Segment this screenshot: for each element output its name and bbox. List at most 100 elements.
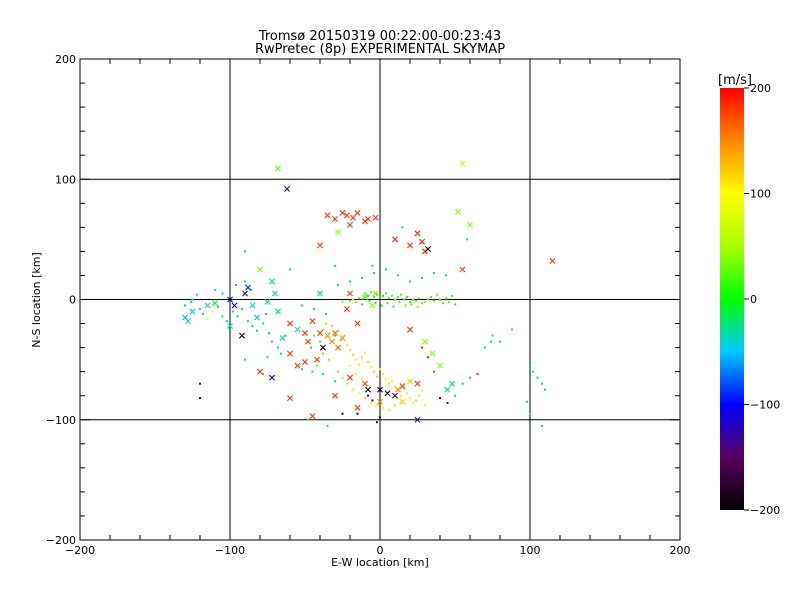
data-dot (244, 250, 246, 253)
data-dot (406, 392, 408, 395)
data-cross (239, 332, 245, 339)
data-cross (354, 209, 361, 216)
data-dot (433, 299, 435, 302)
colorbar-tick-label: 0 (750, 293, 757, 306)
data-cross (257, 266, 263, 273)
data-dot (376, 375, 378, 378)
data-dot (380, 304, 383, 307)
data-dot (361, 377, 363, 380)
data-cross (227, 296, 233, 303)
data-dot (280, 352, 282, 355)
data-dot (341, 300, 344, 303)
data-cross (287, 350, 293, 357)
data-dot (268, 332, 270, 335)
data-cross (320, 344, 326, 351)
data-cross (335, 344, 341, 351)
data-dot (388, 297, 390, 300)
data-cross (407, 378, 413, 385)
data-dot (373, 296, 375, 299)
axis-tick-labels: −200 −100 0 100 200 −200 −100 0 100 200 (46, 53, 691, 557)
data-cross (350, 214, 356, 221)
data-dot (349, 364, 351, 367)
data-dot (271, 340, 273, 343)
data-cross (392, 236, 398, 243)
data-dot (346, 344, 348, 347)
data-dot (341, 376, 344, 379)
data-dot (469, 376, 471, 379)
data-dot (311, 370, 314, 373)
data-dot (376, 421, 378, 424)
data-cross (324, 332, 331, 339)
data-cross (335, 229, 341, 236)
data-cross (347, 374, 353, 381)
data-dot (370, 401, 372, 404)
data-cross (317, 290, 323, 297)
data-dot (352, 353, 354, 356)
data-dot (358, 363, 360, 366)
data-dot (424, 300, 426, 303)
data-dot (400, 293, 402, 296)
data-cross (332, 330, 338, 337)
data-cross (419, 238, 425, 245)
data-dot (196, 293, 198, 296)
data-dot (313, 334, 315, 337)
data-dot (454, 303, 456, 306)
data-dot (436, 293, 438, 296)
data-cross (362, 294, 368, 301)
data-dot (284, 334, 287, 337)
data-dot (190, 300, 192, 303)
data-cross (347, 290, 353, 297)
data-dot (322, 352, 324, 355)
data-dot (355, 373, 357, 376)
data-cross (459, 160, 466, 167)
data-cross (362, 380, 368, 387)
data-dot (499, 340, 501, 343)
data-dot (250, 288, 252, 291)
data-dot (310, 346, 312, 349)
data-cross (414, 416, 421, 423)
data-dot (184, 304, 186, 307)
data-cross (354, 404, 361, 411)
data-dot (364, 292, 366, 295)
data-dot (334, 334, 336, 337)
colorbar-ticks: 200 100 0 −100 −200 (744, 82, 780, 517)
data-dot (385, 377, 387, 380)
data-cross (324, 212, 331, 219)
data-dot (214, 288, 216, 291)
data-cross (185, 318, 191, 325)
y-axis-label: N-S location [km] (30, 252, 43, 348)
data-dot (424, 404, 426, 407)
data-dot (352, 298, 354, 301)
data-cross (365, 386, 371, 393)
data-dot (418, 297, 420, 300)
data-dot (446, 401, 449, 404)
data-dot (529, 364, 531, 367)
data-cross (294, 326, 301, 333)
data-dot (364, 397, 366, 400)
data-cross (287, 395, 293, 402)
data-cross (467, 221, 473, 228)
data-dot (461, 382, 464, 385)
data-dot (370, 291, 372, 294)
data-dot (341, 412, 344, 415)
data-dot (313, 308, 315, 311)
data-dot (331, 324, 333, 327)
data-dot (191, 298, 194, 301)
colorbar (720, 88, 744, 510)
data-dot (382, 406, 384, 409)
y-tick-label: −100 (46, 414, 76, 427)
data-dot (397, 274, 399, 277)
data-cross (269, 374, 275, 381)
data-cross (254, 314, 260, 321)
data-cross (449, 380, 455, 387)
data-dot (394, 404, 396, 407)
x-axis-label: E-W location [km] (331, 556, 429, 569)
data-cross (429, 350, 436, 357)
colorbar-tick-label: −100 (750, 399, 780, 412)
data-dot (346, 382, 348, 385)
data-dot (266, 356, 269, 359)
data-dot (337, 284, 339, 287)
data-dot (322, 328, 324, 331)
data-dot (394, 385, 396, 388)
data-cross (425, 246, 431, 252)
